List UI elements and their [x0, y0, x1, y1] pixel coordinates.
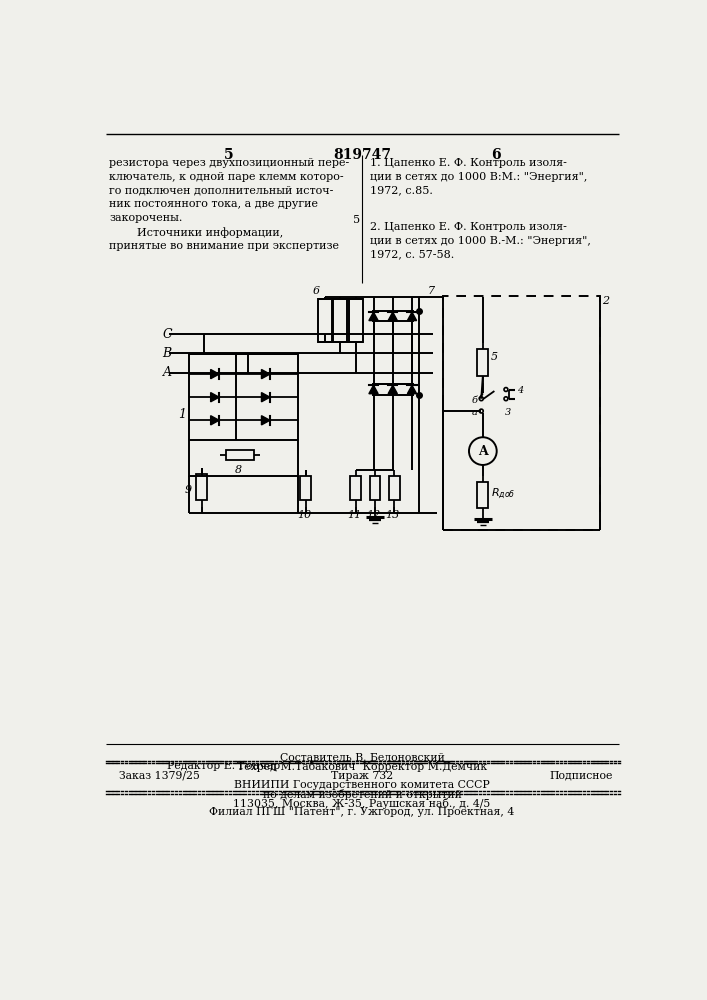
Text: 5: 5: [224, 148, 233, 162]
Bar: [443, 296, 600, 530]
Polygon shape: [388, 312, 397, 321]
Bar: [389, 476, 399, 500]
Text: 5: 5: [353, 215, 360, 225]
Text: Тираж 732: Тираж 732: [331, 771, 393, 781]
Polygon shape: [262, 369, 270, 379]
Text: Техред М.Табакович  Корректор М.Демчик: Техред М.Табакович Корректор М.Демчик: [237, 761, 487, 772]
Bar: [318, 299, 332, 342]
Text: Редактор Е. Гончар: Редактор Е. Гончар: [167, 761, 281, 771]
Text: 4: 4: [517, 386, 523, 395]
Text: 6: 6: [312, 286, 320, 296]
Text: 2: 2: [602, 296, 609, 306]
Text: 11: 11: [347, 510, 361, 520]
Bar: [300, 476, 311, 500]
Text: 8: 8: [235, 465, 242, 475]
Bar: [477, 482, 489, 508]
Text: 2. Цапенко Е. Ф. Контроль изоля-
ции в сетях до 1000 В.-М.: "Энергия",
1972, с. : 2. Цапенко Е. Ф. Контроль изоля- ции в с…: [370, 222, 590, 260]
Bar: [334, 299, 347, 342]
Text: Филиал ПГШ "Патент", г. Ужгород, ул. Проектная, 4: Филиал ПГШ "Патент", г. Ужгород, ул. Про…: [209, 807, 515, 817]
Bar: [189, 354, 298, 476]
Text: 13: 13: [385, 510, 400, 520]
Text: 5: 5: [491, 352, 498, 362]
Bar: [477, 349, 489, 376]
Text: 1. Цапенко Е. Ф. Контроль изоля-
ции в сетях до 1000 В:М.: "Энергия",
1972, с.85: 1. Цапенко Е. Ф. Контроль изоля- ции в с…: [370, 158, 587, 196]
Text: 7: 7: [428, 286, 435, 296]
Text: 1: 1: [178, 408, 187, 421]
Polygon shape: [407, 385, 416, 394]
Polygon shape: [262, 393, 270, 402]
Polygon shape: [211, 416, 219, 425]
Text: 6: 6: [491, 148, 501, 162]
Text: а: а: [472, 408, 477, 417]
Polygon shape: [407, 312, 416, 321]
Polygon shape: [369, 385, 378, 394]
Bar: [351, 476, 361, 500]
Bar: [349, 299, 363, 342]
Text: A: A: [478, 445, 488, 458]
Bar: [226, 450, 254, 460]
Text: B: B: [163, 347, 172, 360]
Text: C: C: [163, 328, 172, 341]
Bar: [197, 474, 207, 500]
Text: 113035, Москва, Ж-35, Раушская наб., д. 4/5: 113035, Москва, Ж-35, Раушская наб., д. …: [233, 798, 491, 809]
Polygon shape: [211, 393, 219, 402]
Text: 10: 10: [297, 510, 311, 520]
Polygon shape: [211, 369, 219, 379]
Text: резистора через двухпозиционный пере-
ключатель, к одной паре клемм которо-
го п: резистора через двухпозиционный пере- кл…: [110, 158, 350, 251]
Text: Заказ 1379/25: Заказ 1379/25: [119, 771, 200, 781]
Bar: [370, 476, 380, 500]
Text: Подписное: Подписное: [550, 771, 613, 781]
Polygon shape: [388, 385, 397, 394]
Text: 12: 12: [366, 510, 380, 520]
Polygon shape: [369, 312, 378, 321]
Text: A: A: [163, 366, 172, 379]
Text: ВНИИПИ Государственного комитета СССР: ВНИИПИ Государственного комитета СССР: [234, 780, 490, 790]
Text: по делам изобретений и открытий: по делам изобретений и открытий: [262, 789, 462, 800]
Text: 3: 3: [504, 408, 510, 417]
Text: Составитель В. Белоновский: Составитель В. Белоновский: [279, 753, 445, 763]
Polygon shape: [262, 416, 270, 425]
Text: $R_{доб}$: $R_{доб}$: [491, 486, 515, 501]
Text: 819747: 819747: [333, 148, 391, 162]
Text: 9: 9: [185, 485, 192, 495]
Text: б: б: [472, 396, 477, 405]
